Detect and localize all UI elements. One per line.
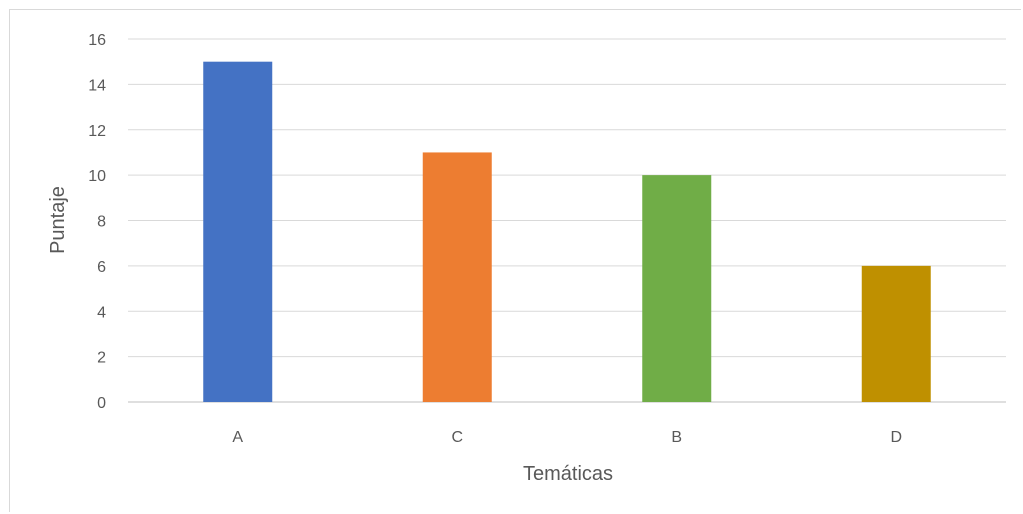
- y-axis-title: Puntaje: [47, 186, 69, 254]
- x-axis-title: Temáticas: [523, 463, 613, 485]
- y-tick-label: 10: [88, 168, 106, 185]
- x-tick-label: C: [451, 429, 463, 446]
- bar-c: [422, 152, 492, 402]
- x-tick-label: D: [890, 429, 902, 446]
- y-tick-label: 0: [97, 395, 106, 412]
- y-tick-label: 14: [88, 77, 106, 94]
- x-tick-label: A: [232, 429, 243, 446]
- y-tick-label: 2: [97, 350, 106, 367]
- bar-a: [203, 61, 273, 402]
- y-tick-label: 12: [88, 123, 106, 140]
- chart-frame: [9, 9, 1021, 512]
- y-tick-label: 4: [97, 304, 106, 321]
- bars: [203, 61, 931, 402]
- y-tick-labels: 0 2 4 6 8 10 12 14 16: [88, 32, 106, 412]
- bar-b: [642, 175, 712, 402]
- y-tick-label: 16: [88, 32, 106, 49]
- y-tick-label: 6: [97, 259, 106, 276]
- bar-d: [861, 265, 931, 402]
- x-tick-label: B: [671, 429, 682, 446]
- gridlines: [128, 38, 1006, 403]
- y-tick-label: 8: [97, 214, 106, 231]
